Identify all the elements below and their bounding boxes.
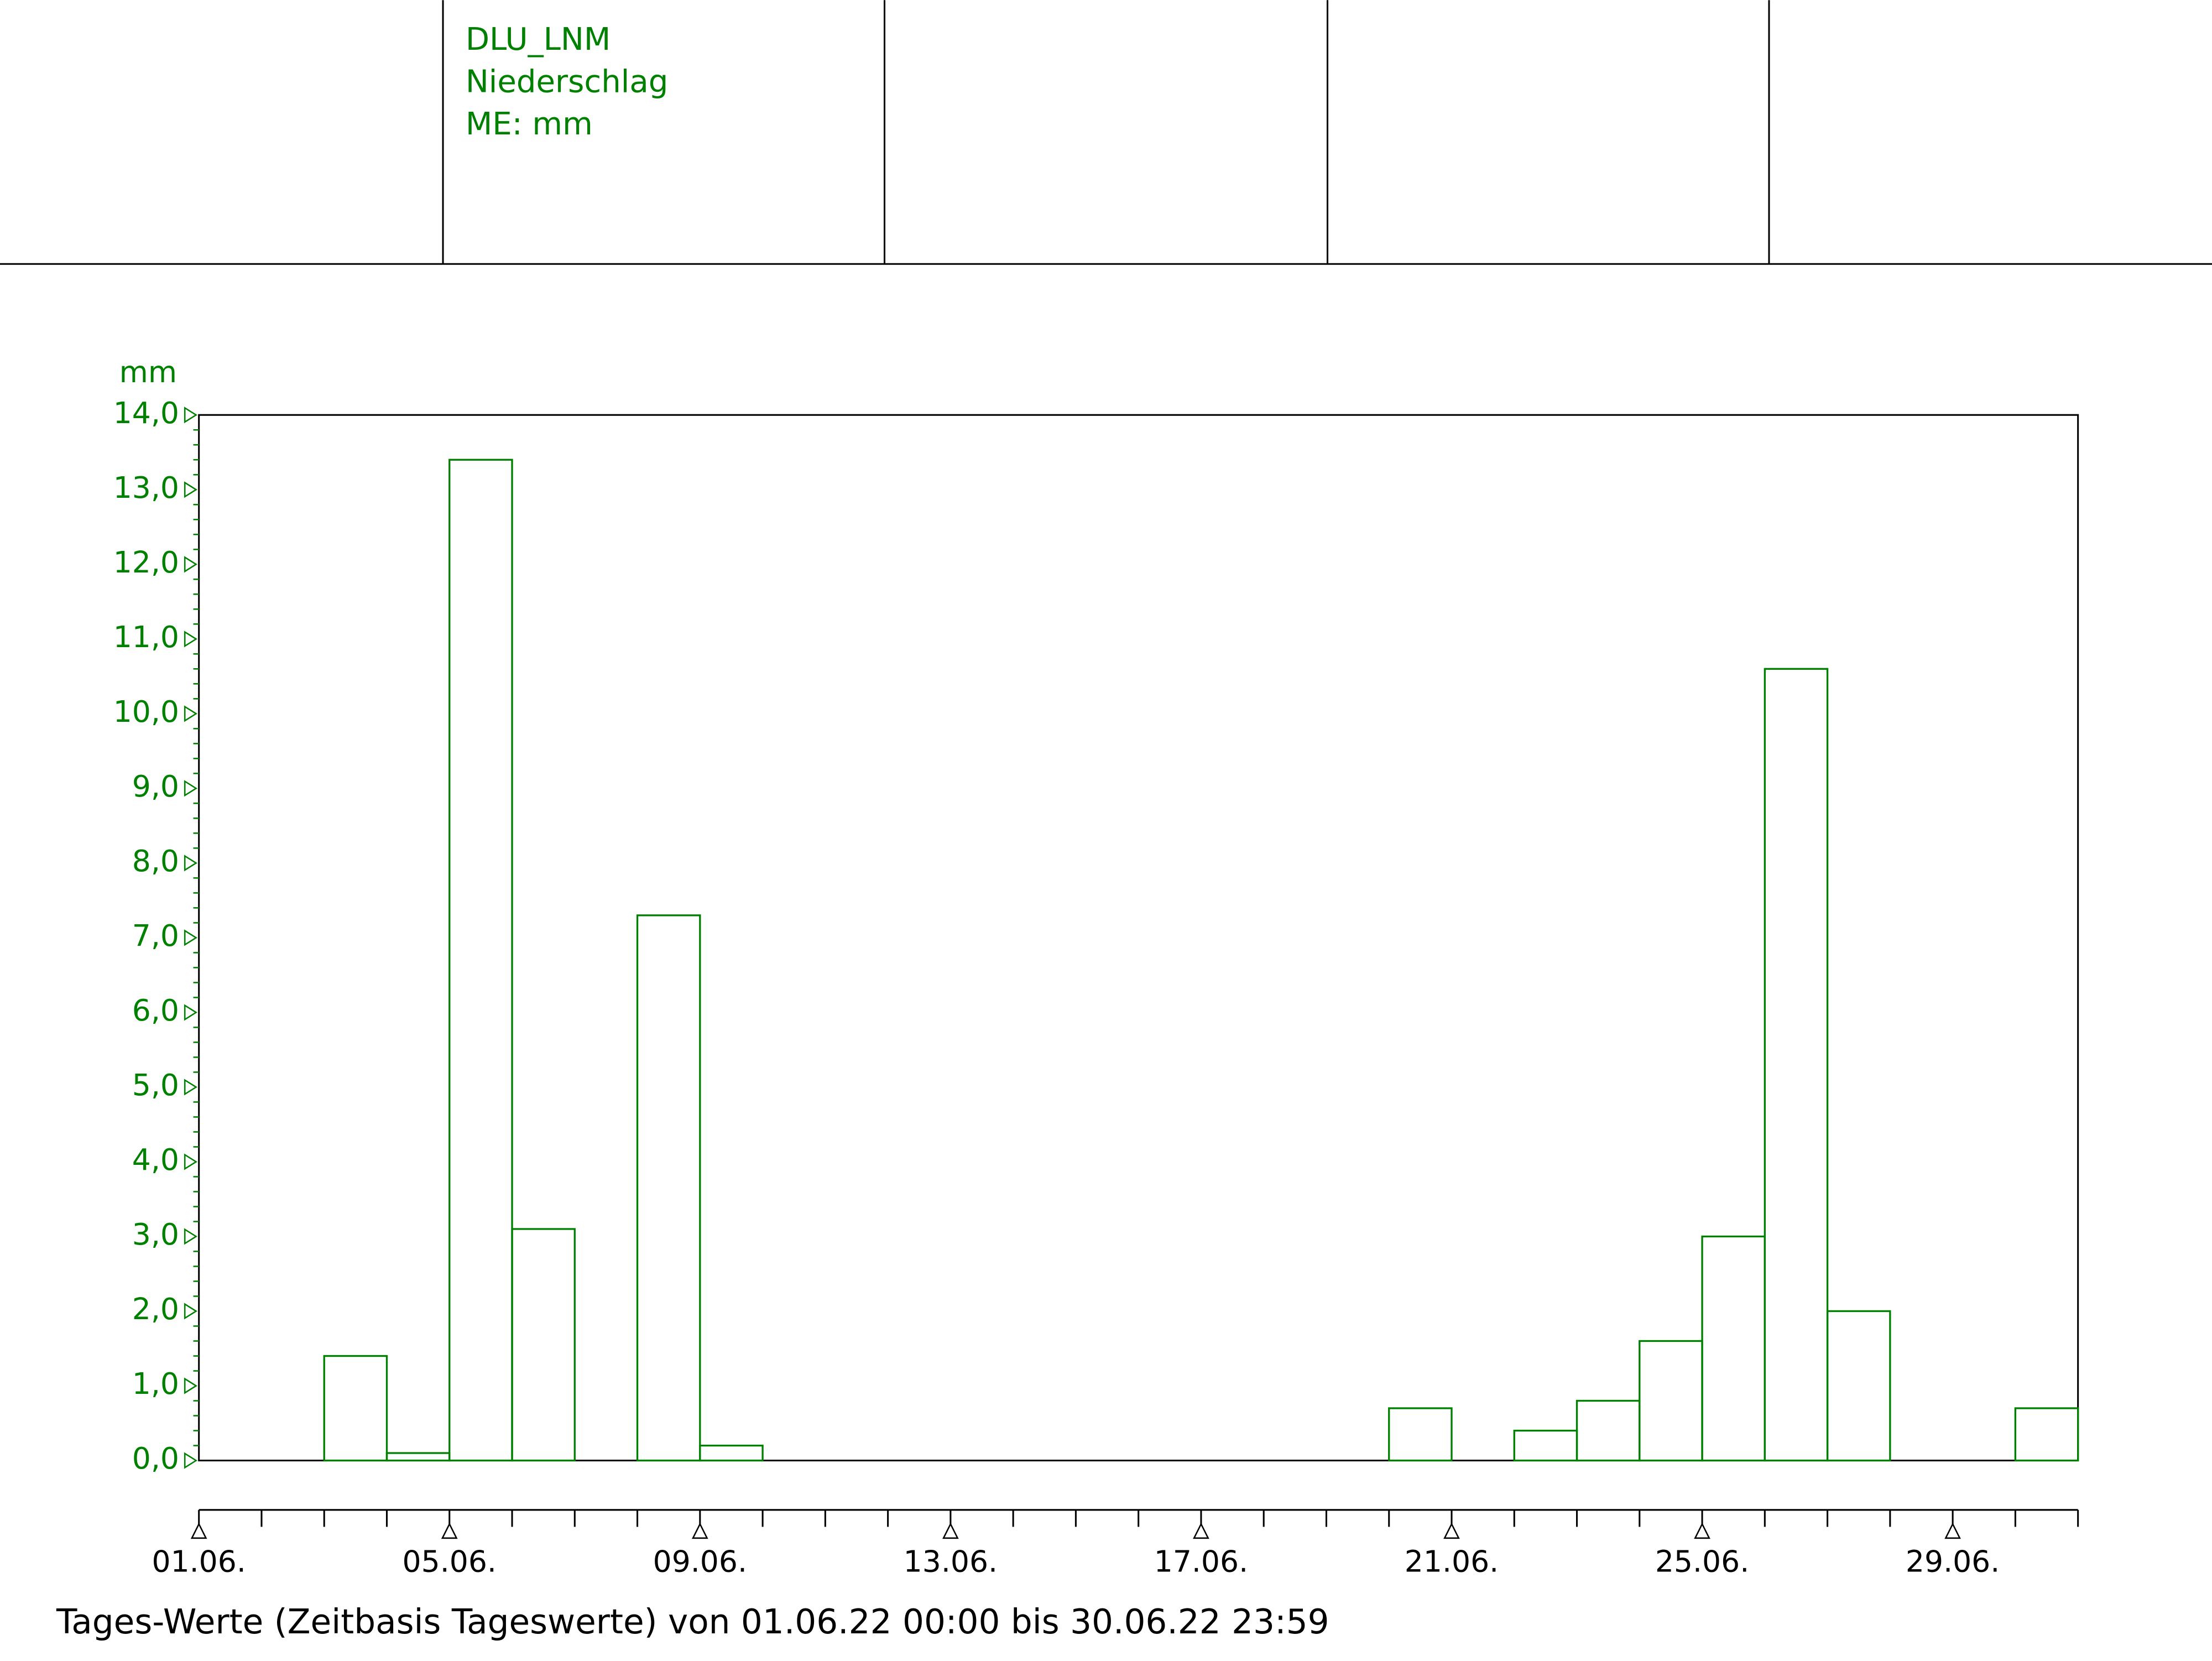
y-tick-label: 12,0	[113, 545, 179, 580]
x-tick-label: 29.06.	[1906, 1544, 2000, 1579]
bar	[1513, 1429, 1578, 1462]
y-tick-label: 14,0	[113, 395, 179, 430]
x-tick-label: 05.06.	[403, 1544, 497, 1579]
plot-frame	[198, 414, 2079, 1462]
x-tick-label: 25.06.	[1655, 1544, 1749, 1579]
y-tick	[184, 1377, 197, 1394]
y-tick-label: 11,0	[113, 619, 179, 654]
y-tick	[184, 407, 197, 424]
y-tick	[184, 705, 197, 722]
bar	[1764, 668, 1829, 1462]
y-tick-label: 9,0	[132, 769, 179, 804]
x-tick-label: 17.06.	[1154, 1544, 1248, 1579]
y-tick	[184, 1004, 197, 1021]
y-tick-label: 3,0	[132, 1217, 179, 1252]
y-unit: mm	[119, 355, 177, 389]
y-tick	[184, 481, 197, 498]
x-tick-label: 09.06.	[653, 1544, 747, 1579]
y-tick-label: 8,0	[132, 843, 179, 878]
y-tick-label: 6,0	[132, 993, 179, 1028]
y-tick	[184, 780, 197, 797]
y-tick	[184, 1079, 197, 1096]
bar	[511, 1228, 576, 1462]
header-text: Niederschlag	[466, 64, 669, 100]
x-tick	[441, 1522, 458, 1539]
x-tick	[1694, 1522, 1710, 1539]
header-grid	[0, 0, 2212, 265]
x-tick-label: 01.06.	[152, 1544, 246, 1579]
caption: Tages-Werte (Zeitbasis Tageswerte) von 0…	[56, 1602, 1329, 1642]
bar	[1701, 1235, 1766, 1462]
y-tick-label: 7,0	[132, 918, 179, 953]
bar	[385, 1452, 451, 1462]
x-tick-label: 21.06.	[1405, 1544, 1499, 1579]
x-tick	[1944, 1522, 1961, 1539]
y-tick-label: 5,0	[132, 1068, 179, 1102]
x-tick-label: 13.06.	[904, 1544, 998, 1579]
y-tick-label: 10,0	[113, 694, 179, 729]
y-tick	[184, 1153, 197, 1170]
header-text: DLU_LNM	[466, 22, 611, 58]
bar	[323, 1355, 388, 1462]
y-tick	[184, 556, 197, 573]
bar	[636, 914, 701, 1462]
y-tick-label: 0,0	[132, 1441, 179, 1476]
y-tick-label: 4,0	[132, 1142, 179, 1177]
x-tick	[1443, 1522, 1460, 1539]
bar	[2014, 1407, 2079, 1462]
y-tick-label: 13,0	[113, 470, 179, 505]
bar	[1575, 1399, 1641, 1462]
y-tick	[184, 1452, 197, 1469]
y-tick	[184, 855, 197, 872]
y-tick	[184, 1228, 197, 1245]
bar	[1639, 1340, 1703, 1462]
y-tick	[184, 1303, 197, 1320]
bar	[699, 1444, 764, 1462]
y-tick	[184, 929, 197, 946]
y-tick-label: 1,0	[132, 1366, 179, 1401]
x-tick	[190, 1522, 207, 1539]
x-tick	[1193, 1522, 1209, 1539]
y-tick	[184, 631, 197, 648]
bar	[1388, 1407, 1453, 1462]
x-tick	[942, 1522, 959, 1539]
x-tick	[691, 1522, 708, 1539]
header-text: ME: mm	[466, 106, 593, 142]
bar	[1826, 1310, 1891, 1462]
bar	[448, 459, 513, 1462]
y-tick-label: 2,0	[132, 1292, 179, 1326]
